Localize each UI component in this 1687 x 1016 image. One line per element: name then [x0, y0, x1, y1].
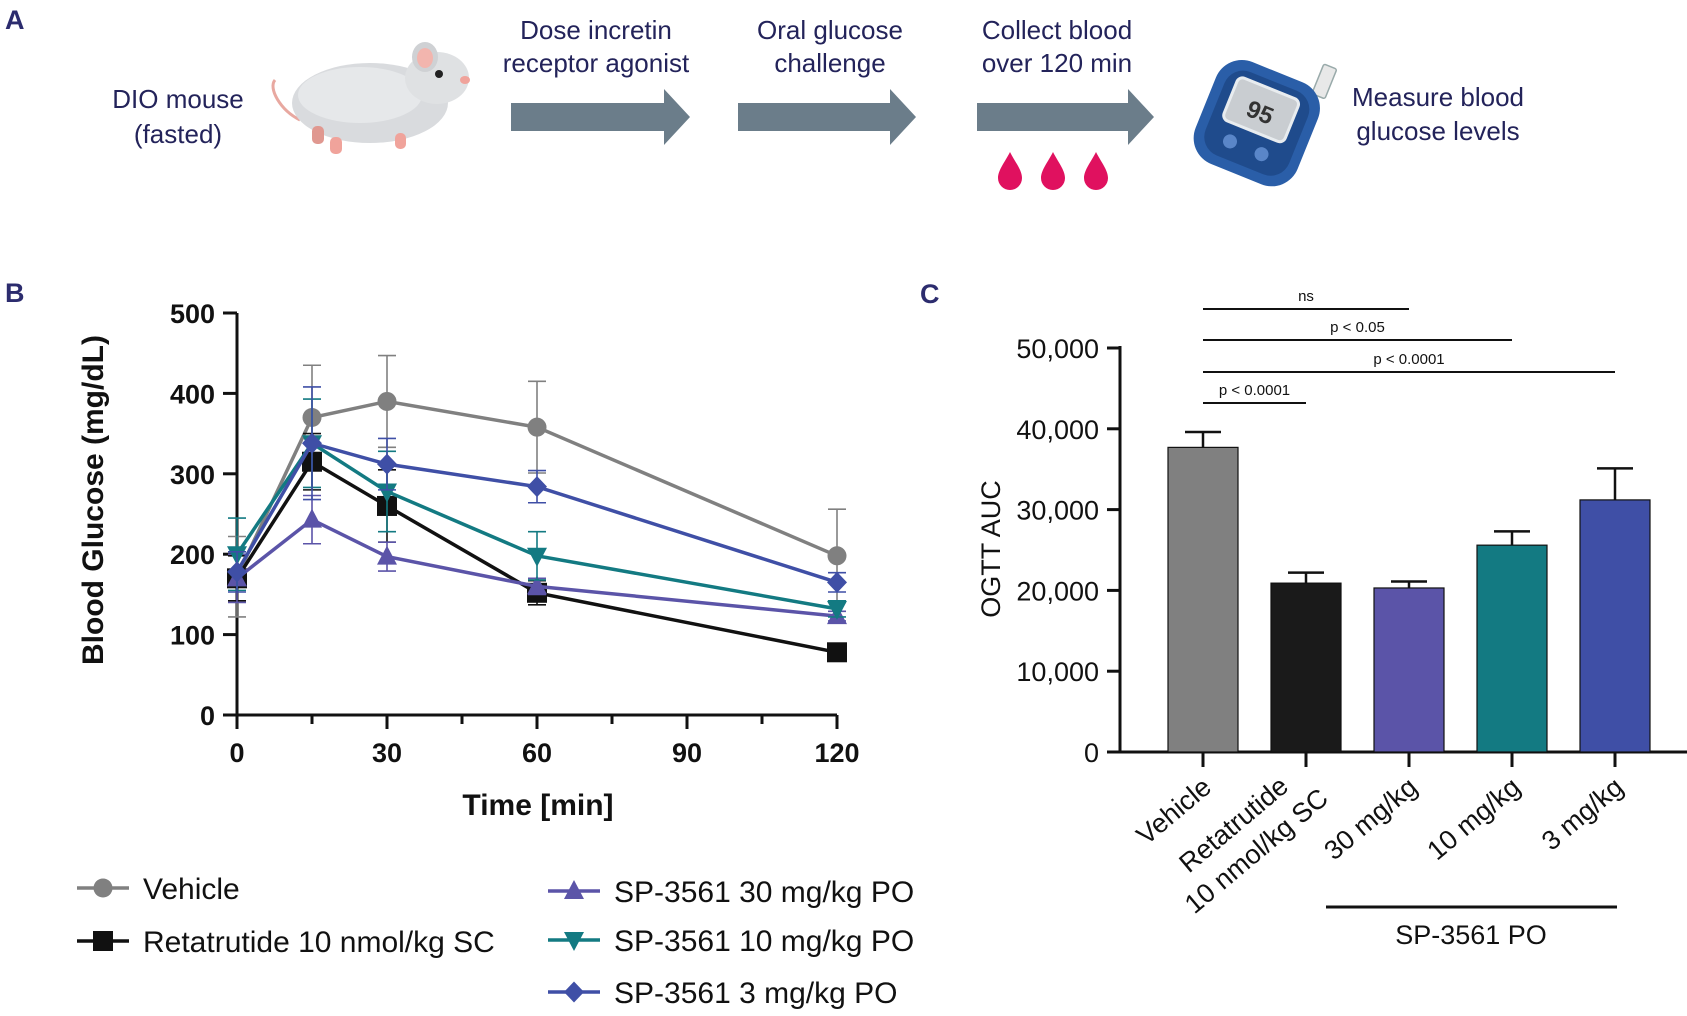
data-point: [827, 642, 847, 663]
panel-a: A DIO mouse (fasted) Dose incretin recep…: [5, 5, 1524, 190]
step2-label-line2: challenge: [774, 48, 885, 78]
bar: [1579, 499, 1651, 753]
chart-b-y-tick-label: 400: [170, 379, 215, 409]
panel-a-letter: A: [5, 5, 25, 35]
significance-label: p < 0.05: [1330, 319, 1385, 336]
data-point: [827, 546, 847, 566]
chart-b-x-tick-label: 90: [672, 738, 702, 768]
step2-label-line1: Oral glucose: [757, 15, 903, 45]
step3-label-line2: over 120 min: [982, 48, 1132, 78]
data-point: [302, 432, 322, 454]
chart-b-legend: Vehicle Retatrutide 10 nmol/kg SC SP-3561 …: [77, 873, 914, 1010]
step1-label-line1: Dose incretin: [520, 15, 672, 45]
significance-label: p < 0.0001: [1219, 382, 1290, 399]
glucose-meter-icon: 95: [1193, 60, 1337, 187]
glucose-time-chart: 0 100 200 300 400 500 0 30 60 90 120: [170, 299, 860, 768]
arrow-step1: [511, 89, 690, 145]
ogtt-auc-chart: 010,00020,00030,00040,00050,000VehicleRe…: [1016, 288, 1687, 919]
chart-b-y-tick-label: 300: [170, 460, 215, 490]
data-point: [377, 545, 397, 565]
significance-label: p < 0.0001: [1373, 351, 1444, 368]
legend-label: Vehicle: [143, 873, 240, 906]
chart-b-xlabel: Time [min]: [462, 789, 613, 822]
panel-b-letter: B: [5, 278, 25, 308]
legend-marker: [564, 932, 584, 951]
start-label-line2: (fasted): [134, 119, 222, 149]
chart-c-y-tick-label: 0: [1084, 738, 1099, 768]
mouse-icon: [271, 42, 470, 154]
data-point: [377, 391, 397, 411]
bar: [1270, 582, 1342, 753]
arrow-step2: [738, 89, 916, 145]
chart-b-y-tick-label: 500: [170, 299, 215, 329]
start-label-line1: DIO mouse: [112, 84, 244, 114]
chart-b-y-tick-label: 100: [170, 621, 215, 651]
category-label: 30 mg/kg: [1318, 772, 1422, 866]
bar: [1167, 446, 1239, 753]
data-point: [527, 575, 547, 595]
category-label: 10 mg/kg: [1421, 772, 1525, 866]
chart-c-ylabel: OGTT AUC: [976, 480, 1006, 618]
chart-c-y-tick-label: 20,000: [1016, 576, 1099, 606]
legend-marker: [93, 878, 113, 898]
data-point: [302, 508, 322, 528]
legend-marker: [564, 880, 584, 899]
legend-label: SP-3561 10 mg/kg PO: [614, 925, 914, 958]
chart-c-y-tick-label: 30,000: [1016, 496, 1099, 526]
blood-drop-icon: [998, 152, 1022, 190]
chart-b-x-tick-label: 60: [522, 738, 552, 768]
chart-c-y-tick-label: 50,000: [1016, 334, 1099, 364]
data-point: [827, 600, 847, 620]
bar: [1476, 544, 1548, 753]
data-point: [377, 453, 397, 475]
end-label-line1: Measure blood: [1352, 82, 1524, 112]
arrow-step3: [977, 89, 1154, 145]
blood-drop-icon: [1041, 152, 1065, 190]
legend-marker: [564, 981, 584, 1003]
series-2: [227, 494, 847, 625]
data-point: [527, 417, 547, 437]
legend-marker: [93, 931, 113, 951]
legend-label: SP-3561 30 mg/kg PO: [614, 876, 914, 909]
chart-b-x-tick-label: 0: [229, 738, 244, 768]
legend-label: SP-3561 3 mg/kg PO: [614, 977, 897, 1010]
legend-label: Retatrutide 10 nmol/kg SC: [143, 926, 495, 959]
data-point: [227, 561, 247, 583]
step3-label-line1: Collect blood: [982, 15, 1132, 45]
significance-label: ns: [1298, 288, 1314, 305]
panel-c-letter: C: [920, 279, 940, 309]
chart-b-x-tick-label: 120: [814, 738, 859, 768]
data-point: [377, 483, 397, 503]
end-label-line2: glucose levels: [1356, 116, 1519, 146]
chart-b-x-tick-label: 30: [372, 738, 402, 768]
chart-b-ylabel: Blood Glucose (mg/dL): [77, 335, 110, 665]
category-label: 3 mg/kg: [1536, 772, 1629, 857]
blood-drops: [998, 152, 1108, 190]
data-point: [527, 547, 547, 567]
data-point: [527, 476, 547, 498]
step1-label-line2: receptor agonist: [503, 48, 690, 78]
panel-c: C 010,00020,00030,00040,00050,000Vehicle…: [920, 279, 1687, 950]
blood-drop-icon: [1084, 152, 1108, 190]
chart-c-y-tick-label: 40,000: [1016, 415, 1099, 445]
group-label: SP-3561 PO: [1395, 920, 1547, 950]
chart-c-y-tick-label: 10,000: [1016, 657, 1099, 687]
chart-b-y-tick-label: 0: [200, 701, 215, 731]
data-point: [827, 571, 847, 593]
series-3: [227, 398, 847, 620]
series-4: [227, 386, 847, 593]
bar: [1373, 587, 1445, 753]
chart-b-y-tick-label: 200: [170, 540, 215, 570]
